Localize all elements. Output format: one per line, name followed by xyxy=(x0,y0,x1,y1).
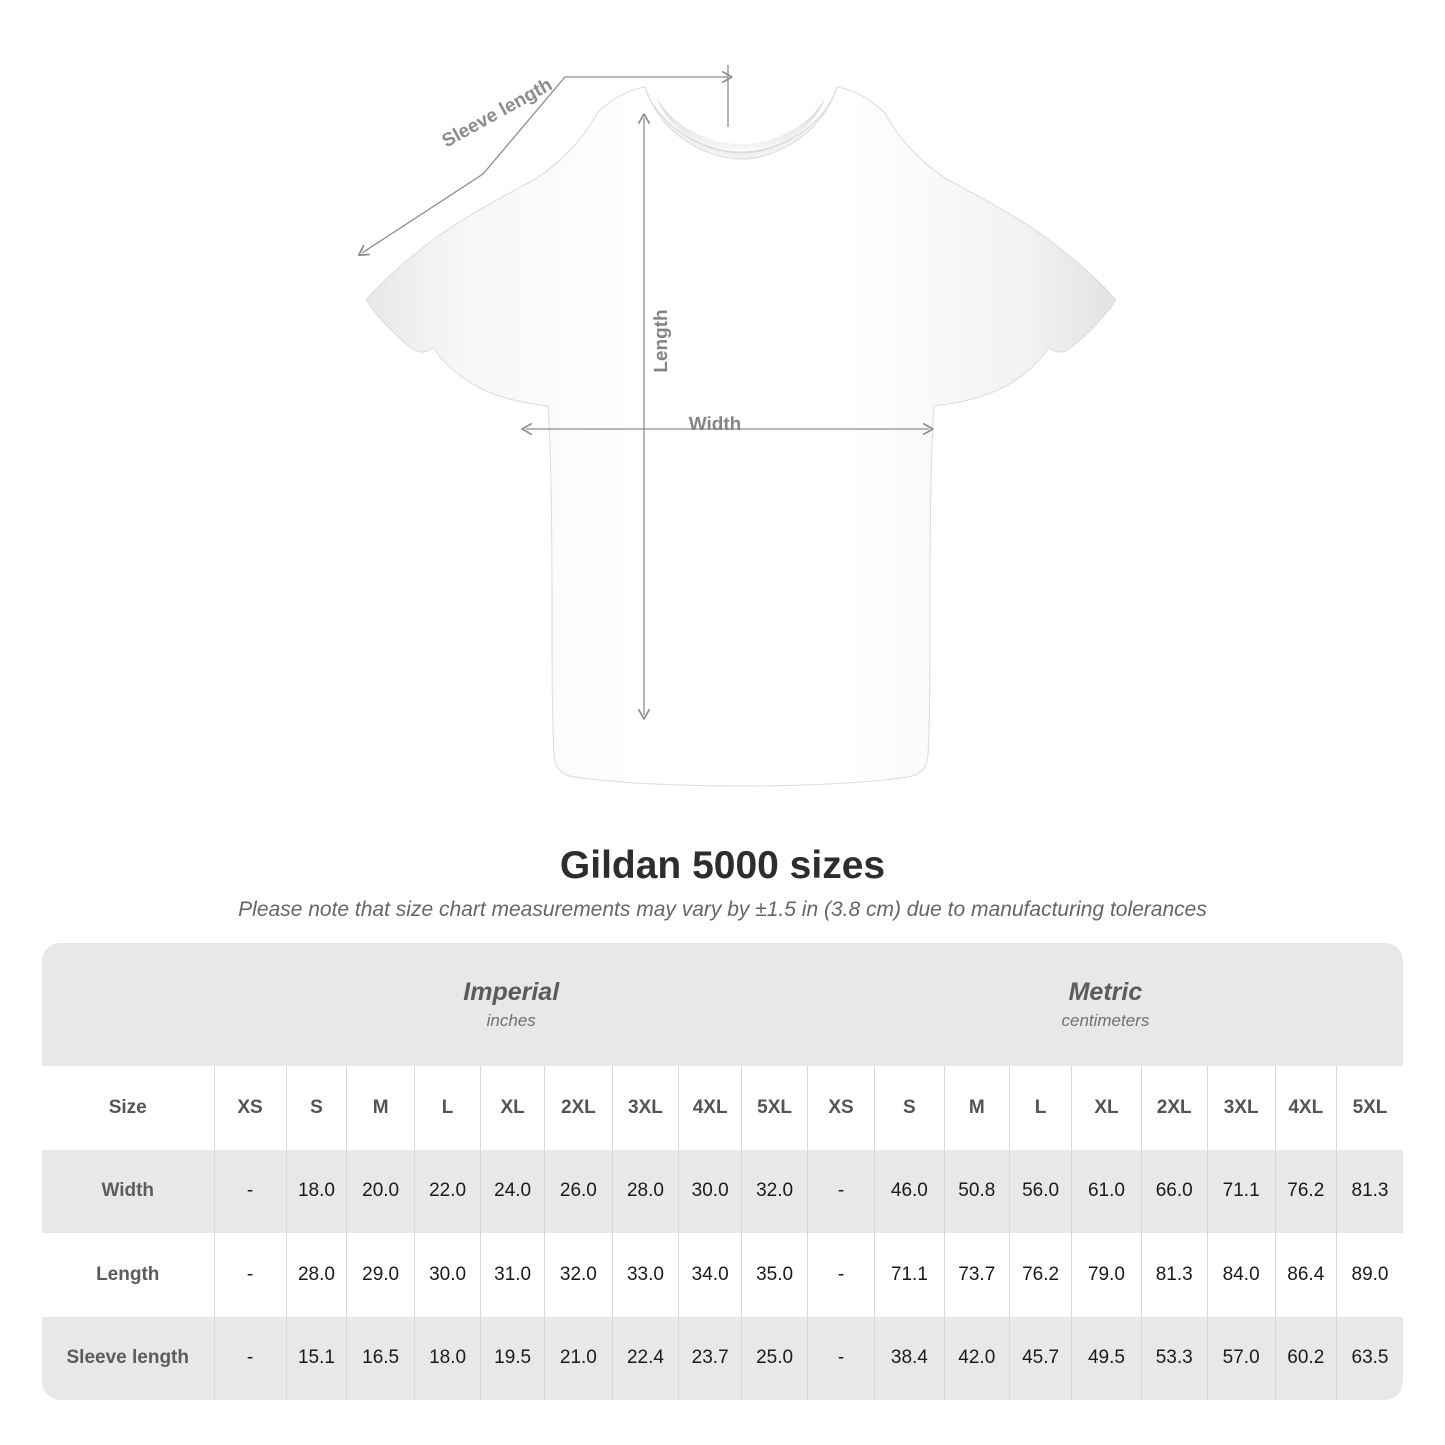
svg-text:Width: Width xyxy=(689,414,742,435)
svg-text:Sleeve length: Sleeve length xyxy=(439,74,556,152)
svg-text:Length: Length xyxy=(651,309,672,372)
